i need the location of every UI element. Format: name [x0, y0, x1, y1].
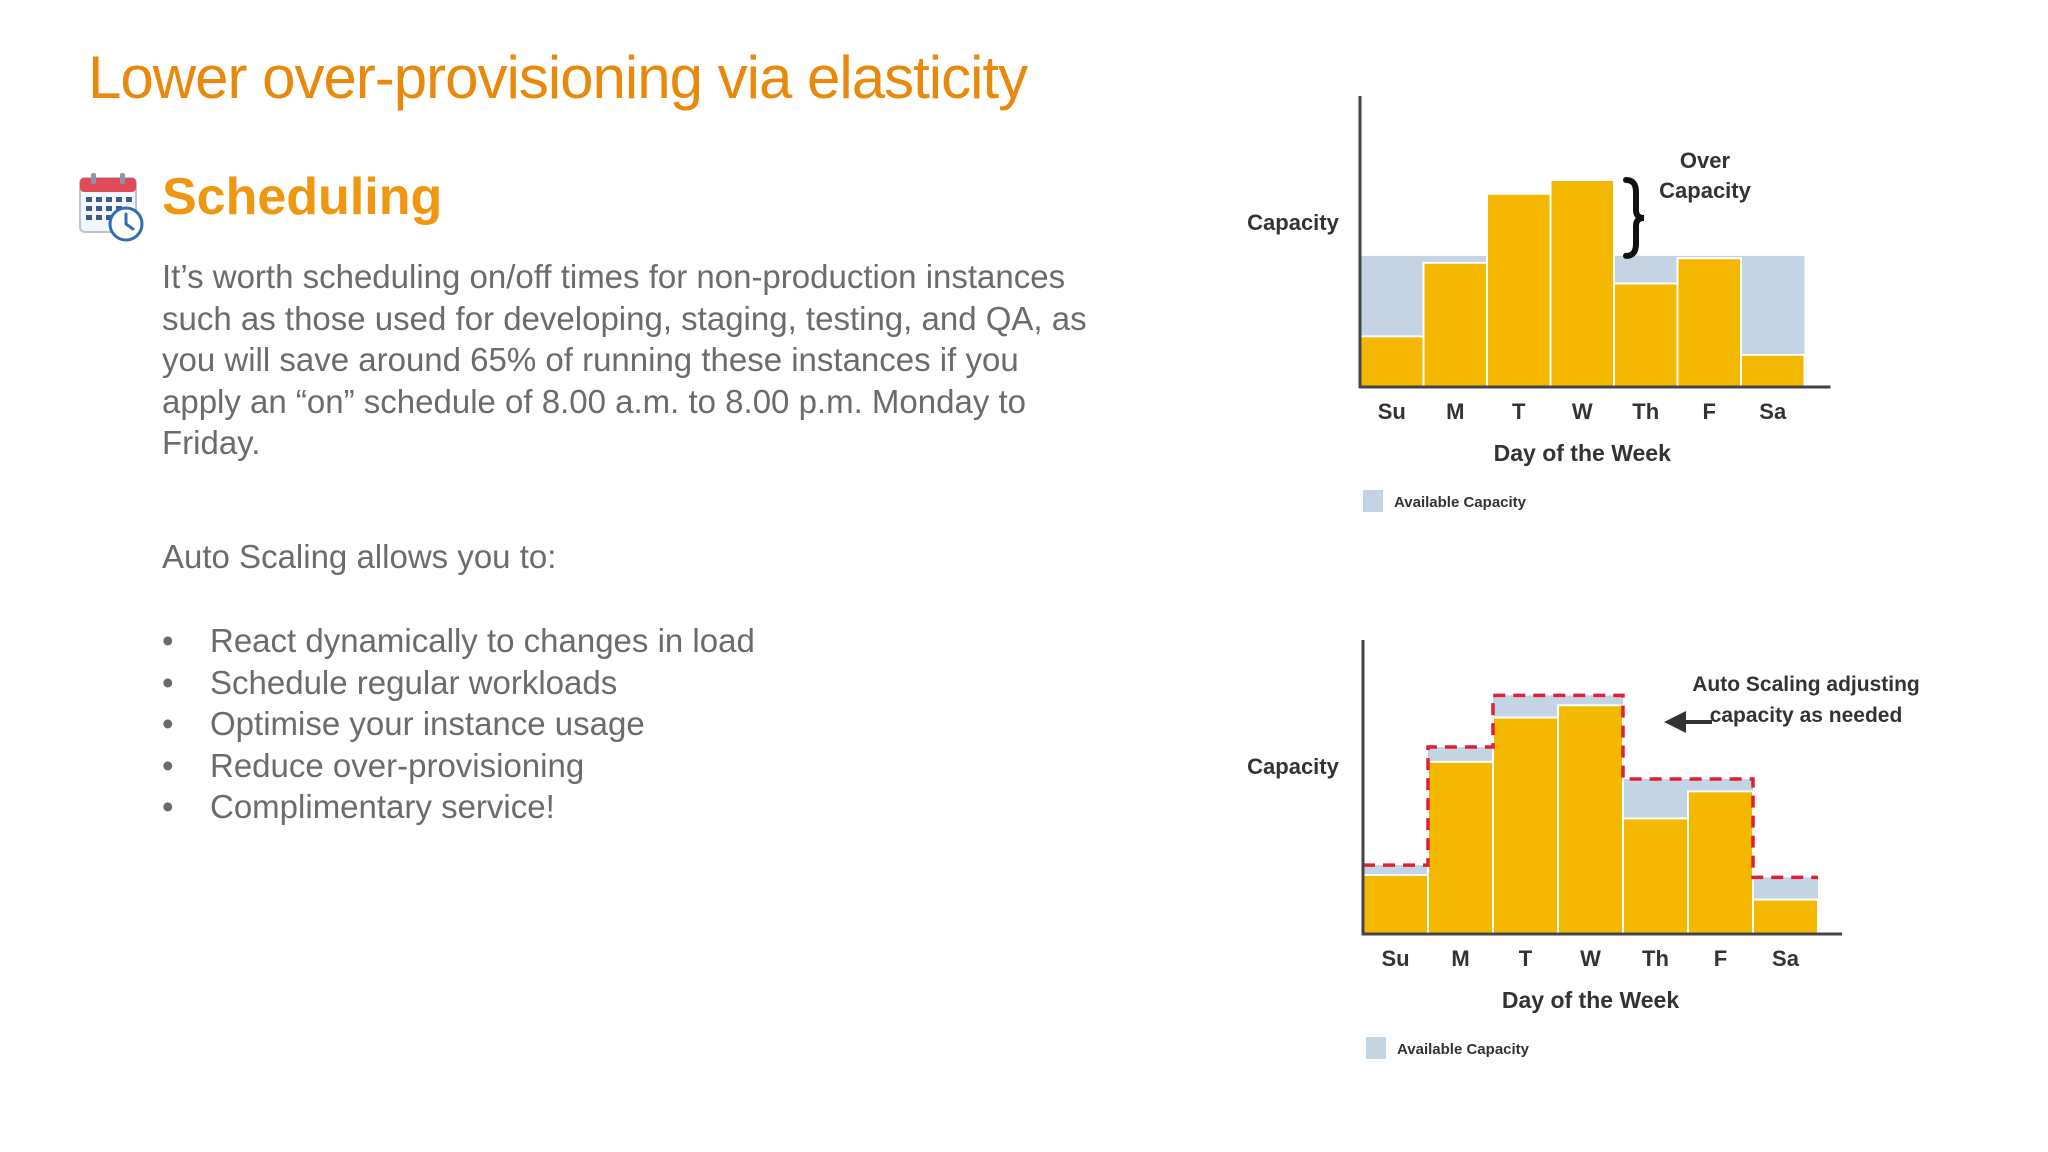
- x-tick-label: T: [1512, 399, 1526, 424]
- x-tick-label: T: [1519, 946, 1533, 971]
- annotation-line: Over: [1680, 148, 1731, 173]
- x-tick-label: Su: [1381, 946, 1409, 971]
- over-capacity-chart: Su M T W Th F Sa Capacity Day of the Week Availab…: [1247, 96, 1831, 512]
- slide-title: Lower over-provisioning via elasticity: [88, 44, 1028, 111]
- x-tick-label: Sa: [1759, 399, 1787, 424]
- x-axis-label: Day of the Week: [1502, 987, 1679, 1013]
- bar-m: [1427, 760, 1494, 935]
- x-tick-label: W: [1572, 399, 1593, 424]
- bar-su: [1359, 335, 1425, 388]
- x-tick-label: Th: [1642, 946, 1669, 971]
- bar-t: [1486, 192, 1552, 388]
- x-tick-label: Sa: [1772, 946, 1800, 971]
- x-axis-label: Day of the Week: [1494, 440, 1671, 466]
- bar-f: [1676, 257, 1742, 388]
- bullet-list: React dynamically to changes in load Sch…: [162, 620, 755, 828]
- legend-swatch: [1363, 490, 1383, 512]
- legend-label: Available Capacity: [1397, 1041, 1530, 1058]
- y-axis-label: Capacity: [1247, 210, 1339, 235]
- auto-scaling-line: [1363, 693, 1818, 880]
- bar-m: [1422, 261, 1488, 388]
- bar-th: [1613, 282, 1679, 388]
- list-item: React dynamically to changes in load: [162, 620, 755, 662]
- annotation-line: capacity as needed: [1710, 704, 1903, 727]
- list-item: Reduce over-provisioning: [162, 745, 755, 787]
- x-tick-label: W: [1580, 946, 1601, 971]
- bar-w: [1549, 179, 1615, 388]
- x-tick-label: M: [1446, 399, 1464, 424]
- legend-swatch: [1366, 1037, 1386, 1059]
- annotation-label: Over Capacity: [1659, 148, 1751, 203]
- list-item: Schedule regular workloads: [162, 662, 755, 704]
- list-item: Optimise your instance usage: [162, 703, 755, 745]
- bar-f: [1687, 790, 1754, 935]
- lead-text: Auto Scaling allows you to:: [162, 538, 557, 575]
- calendar-clock-icon: [79, 173, 144, 242]
- x-tick-label: Th: [1632, 399, 1659, 424]
- x-tick-label: F: [1714, 946, 1727, 971]
- x-tick-label: F: [1703, 399, 1716, 424]
- auto-scaling-chart: Su M T W Th F Sa Capacity Day of the Week Availab…: [1247, 640, 1920, 1059]
- bar-su: [1362, 873, 1429, 936]
- bar-w: [1557, 704, 1624, 935]
- over-capacity-brace: [1623, 177, 1645, 259]
- section-heading: Scheduling: [162, 168, 443, 226]
- body-paragraph: It’s worth scheduling on/off times for n…: [162, 258, 1087, 461]
- annotation-arrow-head: [1664, 711, 1686, 733]
- bar-t: [1492, 716, 1559, 935]
- annotation-label: Auto Scaling adjusting capacity as needed: [1692, 673, 1920, 727]
- y-axis-label: Capacity: [1247, 754, 1339, 779]
- list-item: Complimentary service!: [162, 786, 755, 828]
- x-tick-label: Su: [1378, 399, 1406, 424]
- legend-label: Available Capacity: [1394, 494, 1527, 511]
- bar-th: [1622, 817, 1689, 936]
- bar-sa: [1740, 353, 1806, 388]
- annotation-line: Capacity: [1659, 178, 1751, 203]
- bar-sa: [1752, 898, 1819, 935]
- annotation-line: Auto Scaling adjusting: [1692, 673, 1920, 696]
- x-tick-label: M: [1451, 946, 1469, 971]
